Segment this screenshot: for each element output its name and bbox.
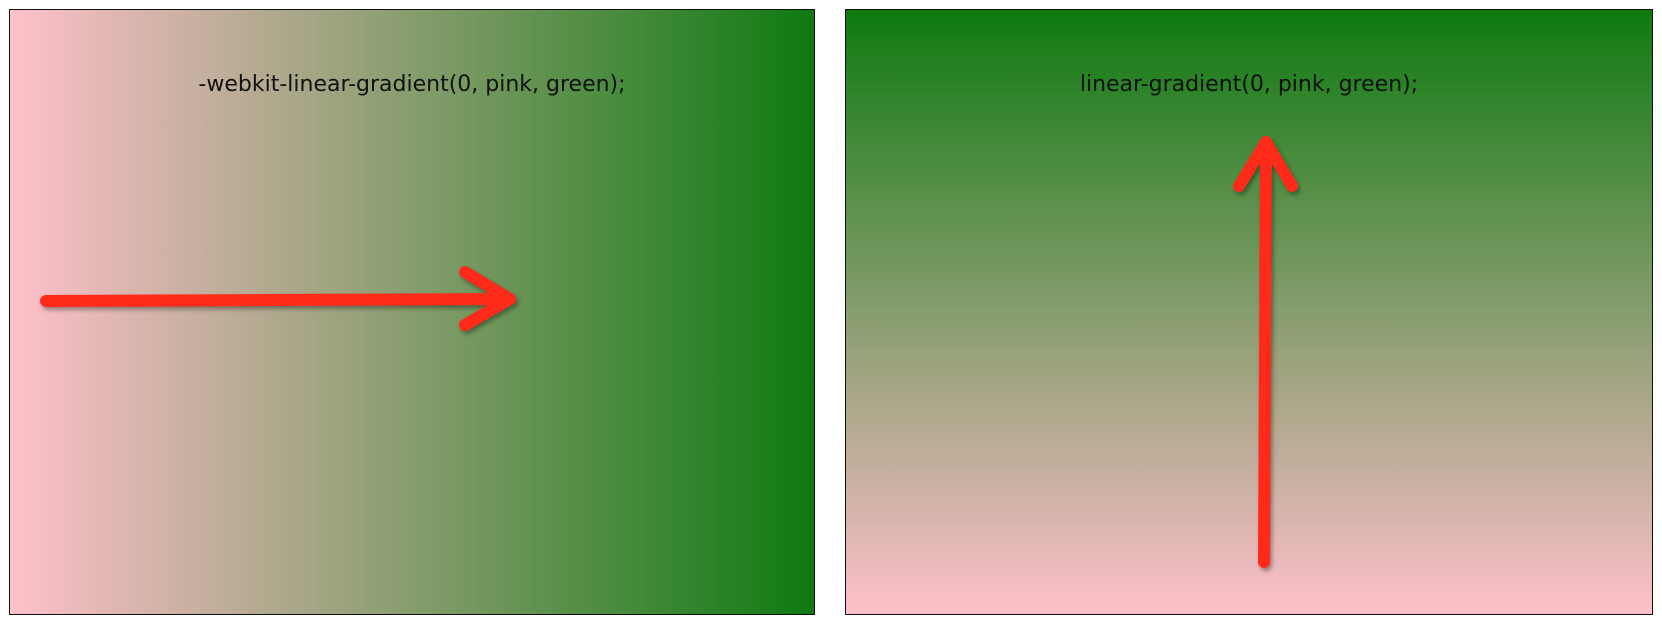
standard-gradient-panel: linear-gradient(0, pink, green); (845, 9, 1653, 615)
arrow-up-icon (846, 10, 1654, 616)
arrow-right-icon (10, 10, 816, 616)
webkit-gradient-panel: -webkit-linear-gradient(0, pink, green); (9, 9, 815, 615)
